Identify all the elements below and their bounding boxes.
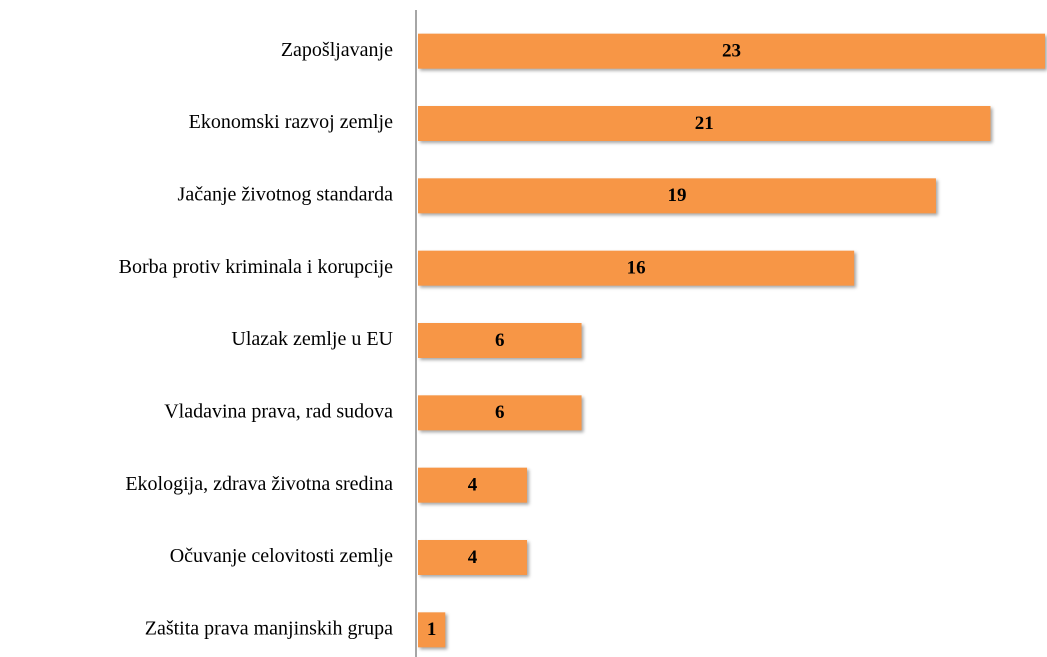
data-label: 21 <box>695 113 714 134</box>
bar <box>418 323 582 358</box>
data-label: 16 <box>627 258 646 279</box>
y-tick-label: Ekonomski razvoj zemlje <box>189 111 394 133</box>
data-label: 6 <box>495 402 505 423</box>
y-tick-label: Borba protiv kriminala i korupcije <box>119 256 393 278</box>
bar <box>418 250 855 286</box>
bar <box>418 395 582 431</box>
data-label: 19 <box>667 185 686 206</box>
y-tick-label: Vladavina prava, rad sudova <box>164 400 393 422</box>
bar <box>418 612 446 648</box>
bar <box>418 467 528 503</box>
y-tick-label: Očuvanje celovitosti zemlje <box>170 545 393 567</box>
data-label: 6 <box>495 330 505 351</box>
data-label: 4 <box>468 547 478 568</box>
bar <box>418 33 1045 69</box>
y-tick-label: Zapošljavanje <box>281 39 393 61</box>
data-label: 23 <box>722 41 741 62</box>
bar <box>418 178 936 214</box>
bar <box>418 540 528 575</box>
data-label: 1 <box>427 619 437 640</box>
bar <box>418 106 991 141</box>
data-label: 4 <box>468 475 478 496</box>
y-tick-label: Ekologija, zdrava životna sredina <box>125 473 393 495</box>
y-tick-label: Jačanje životnog standarda <box>178 183 394 205</box>
y-tick-label: Ulazak zemlje u EU <box>231 328 393 350</box>
y-tick-label: Zaštita prava manjinskih grupa <box>145 617 393 639</box>
